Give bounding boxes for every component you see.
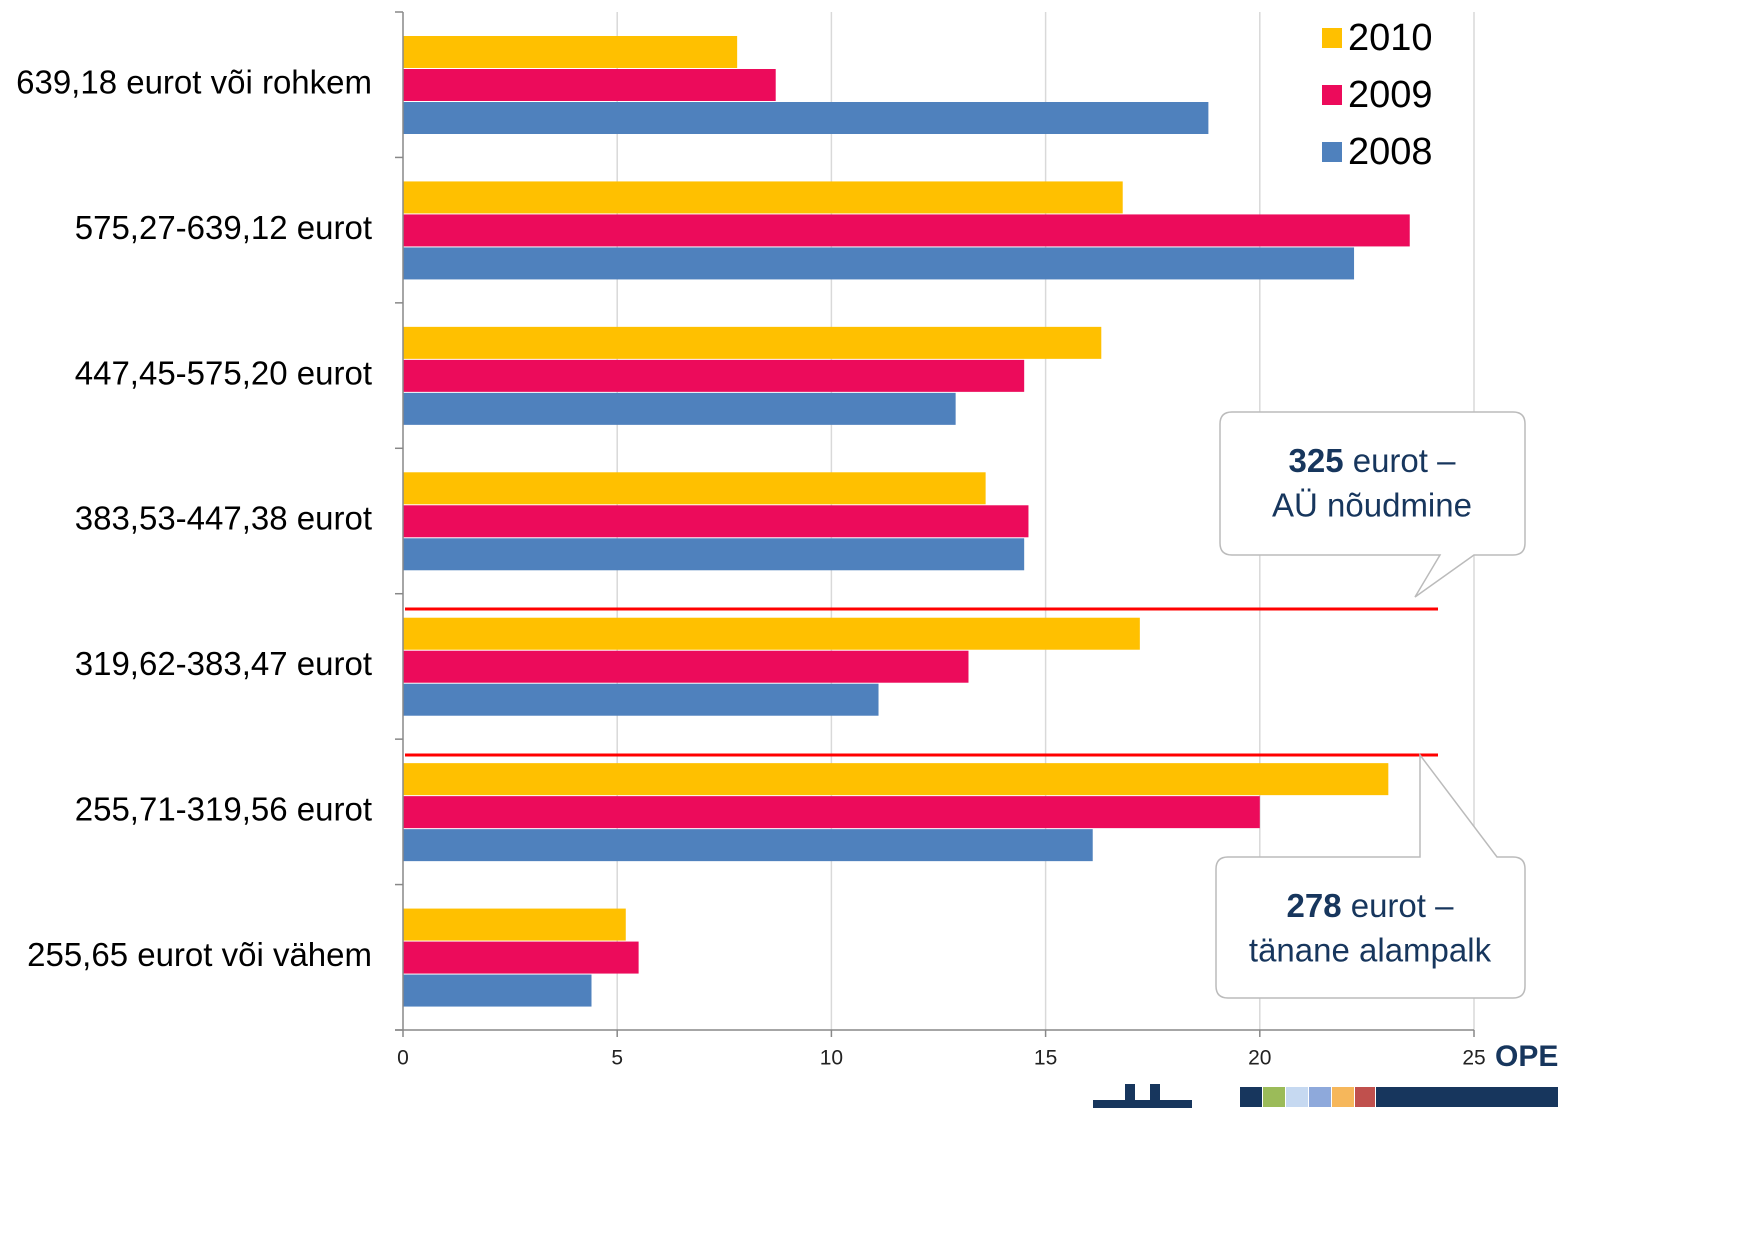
logo-square — [1332, 1087, 1354, 1107]
bar — [403, 36, 738, 68]
category-label: 255,65 eurot või vähem — [27, 936, 372, 973]
category-label: 383,53-447,38 eurot — [75, 500, 372, 537]
x-tick-label: 15 — [1034, 1047, 1057, 1070]
logo-bar — [1376, 1087, 1558, 1107]
bar — [403, 763, 1389, 796]
legend-swatch — [1322, 28, 1342, 48]
category-label: 447,45-575,20 eurot — [75, 354, 372, 391]
category-label: 319,62-383,47 eurot — [75, 645, 372, 682]
logo-square — [1240, 1087, 1262, 1107]
legend-label: 2010 — [1348, 17, 1433, 59]
callout-text: 278 eurot – — [1287, 887, 1455, 924]
bar — [403, 683, 879, 716]
logo: OPE — [1093, 1040, 1558, 1108]
bar — [403, 214, 1410, 247]
bar — [403, 941, 639, 974]
callout-bold: 325 — [1289, 442, 1344, 479]
bar — [403, 359, 1025, 392]
logo-square — [1263, 1087, 1285, 1107]
bar — [403, 472, 986, 505]
logo-mark — [1093, 1084, 1192, 1108]
callout-text: tänane alampalk — [1249, 932, 1492, 969]
category-label: 639,18 eurot või rohkem — [16, 63, 372, 100]
bar — [403, 974, 592, 1007]
bar — [403, 69, 776, 101]
bars — [403, 36, 1410, 1007]
x-tick-label: 10 — [820, 1047, 843, 1070]
callout-rest: eurot – — [1342, 887, 1455, 924]
logo-text: OPE — [1495, 1040, 1558, 1073]
logo-square — [1309, 1087, 1331, 1107]
x-tick-label: 5 — [611, 1047, 623, 1070]
legend-swatch — [1322, 85, 1342, 105]
bar — [403, 908, 626, 941]
logo-square — [1355, 1087, 1375, 1107]
bar — [403, 326, 1102, 359]
callout-text: 325 eurot – — [1289, 442, 1457, 479]
bar — [403, 617, 1140, 650]
x-tick-label: 25 — [1462, 1047, 1485, 1070]
logo-square — [1286, 1087, 1308, 1107]
legend-swatch — [1322, 142, 1342, 162]
category-label: 255,71-319,56 eurot — [75, 791, 372, 828]
bar — [403, 650, 969, 683]
bar — [403, 247, 1355, 280]
bar — [403, 102, 1209, 134]
bar — [403, 181, 1123, 214]
bar — [403, 505, 1029, 538]
callout-bold: 278 — [1287, 887, 1342, 924]
callout-rest: eurot – — [1344, 442, 1457, 479]
bar — [403, 538, 1025, 571]
bar — [403, 796, 1260, 829]
bar — [403, 829, 1093, 862]
x-tick-label: 0 — [397, 1047, 409, 1070]
callout-box — [1215, 752, 1526, 999]
legend-label: 2008 — [1348, 131, 1433, 173]
legend-label: 2009 — [1348, 74, 1433, 116]
bar — [403, 392, 956, 425]
x-tick-label: 20 — [1248, 1047, 1271, 1070]
category-label: 575,27-639,12 eurot — [75, 209, 372, 246]
callout-text: AÜ nõudmine — [1272, 487, 1472, 524]
callout-box — [1219, 411, 1526, 598]
